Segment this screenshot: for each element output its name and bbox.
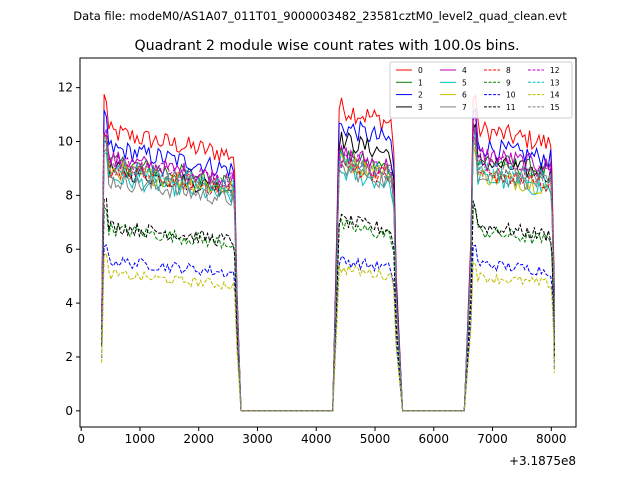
legend-entry-2: 2: [418, 91, 423, 100]
y-axis-ticks: 0 2 4 6 8 10 12: [58, 81, 80, 418]
legend-entry-4: 4: [462, 66, 467, 75]
x-tick-label: 7000: [477, 432, 508, 446]
series-line-9: [101, 204, 555, 412]
legend-entry-6: 6: [462, 91, 467, 100]
series-line-10: [101, 244, 555, 412]
x-tick-label: 2000: [183, 432, 214, 446]
y-tick-label: 6: [65, 242, 73, 256]
series-line-13: [101, 133, 555, 412]
series-line-14: [101, 252, 555, 412]
series-line-1: [101, 122, 555, 412]
legend-entry-8: 8: [506, 66, 511, 75]
series-layer: [101, 93, 555, 412]
y-tick-label: 8: [65, 188, 73, 202]
x-tick-label: 6000: [419, 432, 450, 446]
legend-entry-3: 3: [418, 103, 423, 112]
x-tick-label: 0: [77, 432, 85, 446]
legend-entry-11: 11: [506, 103, 516, 112]
chart-title: Quadrant 2 module wise count rates with …: [134, 38, 519, 54]
legend-entry-14: 14: [550, 91, 560, 100]
y-tick-label: 4: [65, 296, 73, 310]
series-line-3: [101, 123, 555, 412]
x-axis-ticks: 0 1000 2000 3000 4000 5000 6000 7000 8000: [77, 427, 567, 446]
x-axis-offset-label: +3.1875e8: [509, 454, 576, 468]
legend-entry-15: 15: [550, 103, 560, 112]
legend-entry-7: 7: [462, 103, 467, 112]
series-line-6: [101, 133, 555, 412]
legend-entry-0: 0: [418, 66, 423, 75]
chart-suptitle: Data file: modeM0/AS1A07_011T01_90000034…: [73, 9, 567, 23]
legend-entry-1: 1: [418, 78, 423, 87]
series-line-12: [101, 125, 555, 412]
legend-entry-12: 12: [550, 66, 560, 75]
x-tick-label: 3000: [242, 432, 273, 446]
y-tick-label: 10: [58, 134, 73, 148]
y-tick-label: 0: [65, 404, 73, 418]
legend-entry-13: 13: [550, 78, 560, 87]
x-tick-label: 1000: [125, 432, 156, 446]
y-tick-label: 12: [58, 81, 73, 95]
series-line-4: [101, 114, 555, 412]
series-line-11: [101, 197, 555, 412]
series-line-0: [101, 93, 555, 412]
legend-entry-5: 5: [462, 78, 467, 87]
x-tick-label: 5000: [360, 432, 391, 446]
x-tick-label: 4000: [301, 432, 332, 446]
legend-entry-10: 10: [506, 91, 516, 100]
x-tick-label: 8000: [536, 432, 567, 446]
legend-entry-9: 9: [506, 78, 511, 87]
axes-frame: [79, 57, 577, 428]
y-tick-label: 2: [65, 350, 73, 364]
legend-box: [389, 61, 573, 119]
series-line-15: [101, 135, 555, 412]
